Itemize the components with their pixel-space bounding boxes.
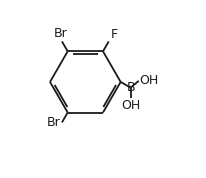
Text: Br: Br [54,27,68,40]
Text: OH: OH [140,74,159,87]
Text: OH: OH [121,99,140,112]
Text: F: F [110,28,118,41]
Text: Br: Br [47,116,61,129]
Text: B: B [126,81,135,94]
